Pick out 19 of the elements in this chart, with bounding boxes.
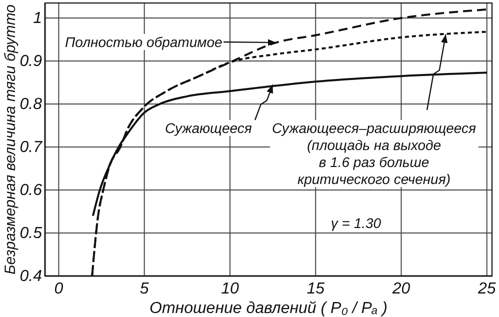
- y-tick-label: 1: [33, 10, 42, 28]
- y-tick-label: 0.4: [20, 268, 42, 286]
- annotation: Сужающееся–расширяющееся (площадь на выходе в 1.6 раз больше критического сечения): [272, 120, 477, 187]
- x-tick-label: 20: [391, 280, 410, 298]
- x-tick-label: 0: [54, 280, 64, 298]
- annotation: Полностью обратимое: [65, 34, 223, 50]
- x-axis-title: Отношение давлений ( P₀ / Pₐ ): [150, 300, 388, 317]
- y-tick-label: 0.7: [20, 139, 44, 156]
- x-tick-label: 25: [476, 280, 496, 298]
- y-tick-label: 0.9: [20, 53, 42, 70]
- annotation: Сужающееся: [165, 120, 252, 136]
- y-axis-title: Безразмерная величина тяги брутто: [2, 4, 19, 275]
- x-tick-label: 10: [221, 280, 239, 298]
- annotation: γ = 1.30: [330, 215, 382, 231]
- y-tick-label: 0.8: [20, 96, 42, 114]
- x-tick-label: 15: [306, 280, 325, 298]
- x-tick-label: 5: [140, 280, 149, 298]
- y-tick-label: 0.5: [20, 225, 42, 242]
- y-tick-label: 0.6: [20, 182, 42, 200]
